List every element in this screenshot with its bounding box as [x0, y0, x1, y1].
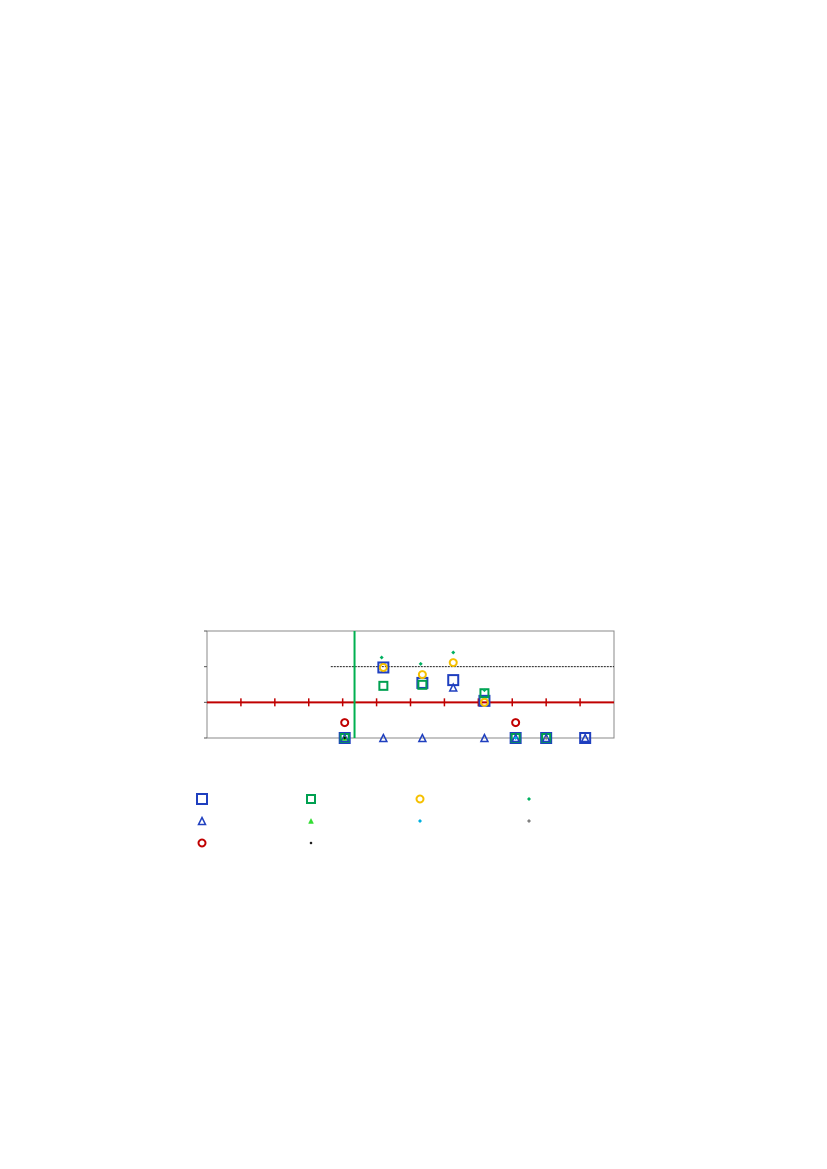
- marker: [340, 718, 350, 728]
- legend-marker: [306, 794, 316, 804]
- legend-marker: [527, 819, 531, 823]
- marker: [417, 732, 428, 743]
- marker: [417, 679, 428, 690]
- marker: [544, 736, 549, 740]
- marker: [378, 732, 389, 743]
- marker: [343, 736, 347, 740]
- legend-marker: [527, 797, 531, 801]
- marker: [448, 682, 458, 692]
- marker: [479, 732, 490, 743]
- marker: [418, 661, 423, 666]
- marker: [511, 718, 521, 728]
- marker: [451, 650, 456, 655]
- marker: [479, 697, 489, 707]
- legend-marker: [309, 841, 313, 845]
- marker: [378, 680, 389, 691]
- legend-marker: [418, 819, 422, 823]
- marker: [513, 736, 518, 740]
- marker: [379, 655, 384, 660]
- marker: [448, 658, 458, 668]
- marker: [339, 732, 350, 743]
- marker: [417, 670, 427, 680]
- legend-marker: [196, 793, 208, 805]
- plot-area: [206, 630, 615, 739]
- legend-marker: [308, 817, 314, 824]
- marker: [580, 732, 590, 743]
- legend-marker: [415, 794, 425, 804]
- marker: [378, 662, 388, 672]
- legend-marker: [197, 838, 207, 848]
- marker: [377, 661, 390, 674]
- legend-marker: [197, 815, 207, 826]
- marker: [482, 688, 487, 693]
